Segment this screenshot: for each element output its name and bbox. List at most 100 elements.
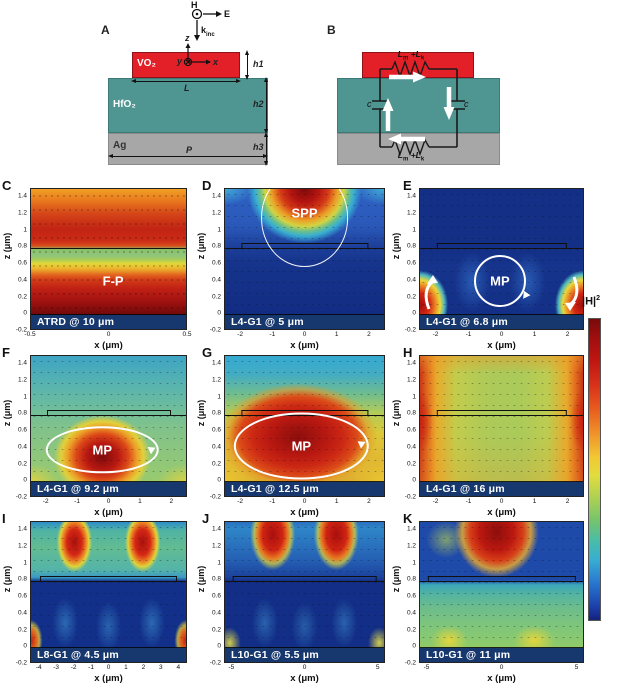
x-tick-label: -2 — [70, 664, 77, 671]
x-axis-ticks: -2 -1 0 1 2 — [224, 498, 385, 507]
k-label-base: k — [201, 25, 207, 35]
inductor-l2-sub: k — [420, 55, 425, 62]
ag-layer — [108, 133, 268, 165]
z-axis-label: z — [185, 33, 190, 43]
y-tick-label: 1 — [412, 559, 416, 567]
ground-line — [420, 314, 583, 315]
y-tick-label: 1.2 — [406, 542, 416, 550]
x-axis-ticks: -0.5 0 0.5 — [24, 331, 191, 340]
y-tick-label: 0.4 — [17, 276, 27, 284]
x-axis-label: x (μm) — [290, 507, 319, 518]
y-tick-label: 1 — [412, 226, 416, 234]
field-map-panel: J z (μm) 1.4 1.2 1 0.8 0.6 0.4 0.2 0 -0.2 L10-G1… — [196, 511, 385, 686]
panel-letter: I — [2, 511, 6, 526]
x-tick-label: 2 — [141, 664, 146, 671]
y-tick-label: 1.2 — [406, 209, 416, 217]
y-tick-label: 1.4 — [17, 359, 27, 367]
ground-line — [225, 481, 384, 482]
y-tick-label: 0.8 — [17, 409, 27, 417]
y-tick-label: 1 — [217, 393, 221, 401]
y-tick-label: 1.2 — [17, 209, 27, 217]
field-map-plot: MP L4-G1 @ 12.5 μm — [224, 355, 385, 497]
vo2-patch-outline — [436, 410, 567, 415]
x-tick-label: 0 — [499, 331, 504, 338]
hfo2-layer-b — [337, 78, 500, 133]
vo2-patch-outline — [436, 243, 567, 248]
interface-line — [420, 247, 583, 250]
y-axis-label: z (μm) — [196, 565, 206, 593]
y-tick-label: 0 — [412, 642, 416, 650]
x-axis-label: x (μm) — [487, 507, 516, 518]
k-label-sub: inc — [206, 31, 215, 38]
y-tick-label: 0.4 — [406, 609, 416, 617]
y-tick-label: 0.6 — [211, 426, 221, 434]
y-tick-label: 0.2 — [406, 626, 416, 634]
field-map-plot: L10-G1 @ 5.5 μm — [224, 521, 385, 663]
x-axis-label: x (μm) — [290, 673, 319, 684]
panel-letter: C — [2, 178, 12, 193]
inductor-l2: L — [415, 49, 421, 59]
y-tick-label: 0.4 — [406, 443, 416, 451]
substrate-band: L4-G1 @ 16 μm — [420, 482, 583, 496]
y-tick-label: 0.2 — [211, 626, 221, 634]
field-map-panel: D z (μm) 1.4 1.2 1 0.8 0.6 0.4 0.2 0 -0.2 SPP L4… — [196, 178, 385, 353]
y-tick-label: 0.2 — [17, 626, 27, 634]
x-tick-label: 0 — [106, 331, 111, 338]
panel-letter: E — [403, 178, 412, 193]
field-vector-arrows — [225, 522, 384, 646]
y-tick-label: 0.8 — [211, 409, 221, 417]
top-inductor-label: Lm +Lk — [398, 49, 424, 62]
field-heatmap — [31, 189, 186, 315]
x-tick-label: -1 — [269, 331, 276, 338]
y-tick-label: -0.2 — [404, 326, 416, 334]
x-tick-label: 0 — [302, 664, 307, 671]
field-heatmap — [420, 356, 583, 482]
x-tick-label: 2 — [565, 498, 570, 505]
ground-line — [31, 314, 186, 315]
x-axis-ticks: -2 -1 0 1 2 — [419, 498, 584, 507]
y-tick-label: 0.8 — [406, 575, 416, 583]
y-tick-label: 1 — [217, 226, 221, 234]
interface-line — [31, 414, 186, 417]
x-tick-label: 2 — [169, 498, 174, 505]
panel-caption: L4-G1 @ 5 μm — [231, 316, 304, 328]
x-tick-label: 0 — [302, 498, 307, 505]
vo2-patch-outline — [232, 576, 377, 581]
inductor-plus: + — [410, 49, 416, 59]
h1-dimension-arrow — [244, 50, 249, 80]
interface-line — [31, 580, 186, 583]
x-tick-label: 0 — [106, 498, 111, 505]
x-axis-label: x (μm) — [290, 340, 319, 351]
h2-dimension-arrow — [263, 77, 268, 134]
vo2-patch-outline — [427, 576, 576, 581]
y-tick-label: 1.4 — [406, 192, 416, 200]
x-tick-label: -2 — [42, 498, 49, 505]
mode-annotation: MP — [291, 438, 312, 454]
y-tick-label: 0.4 — [211, 609, 221, 617]
substrate-band: L8-G1 @ 4.5 μm — [31, 648, 186, 662]
y-tick-label: 1 — [412, 393, 416, 401]
lc-circuit-diagram — [372, 59, 465, 157]
field-heatmap — [31, 522, 186, 648]
field-map-plot: L4-G1 @ 16 μm — [419, 355, 584, 497]
y-tick-label: 0 — [23, 309, 27, 317]
y-tick-label: -0.2 — [15, 493, 27, 501]
y-tick-label: 0.2 — [406, 460, 416, 468]
x-axis-label: x (μm) — [94, 340, 123, 351]
y-tick-label: 0.6 — [17, 426, 27, 434]
y-tick-label: 0.6 — [406, 426, 416, 434]
field-heatmap — [225, 522, 384, 648]
ground-line — [420, 481, 583, 482]
y-axis-label: z (μm) — [391, 399, 401, 427]
y-tick-label: 0 — [217, 309, 221, 317]
y-tick-label: -0.2 — [404, 659, 416, 667]
x-tick-label: -0.5 — [24, 331, 36, 338]
panel-letter: J — [202, 511, 210, 526]
hfo2-layer — [108, 78, 268, 133]
field-map-panel: I z (μm) 1.4 1.2 1 0.8 0.6 0.4 0.2 0 -0.2 L8-G1 … — [2, 511, 187, 686]
y-tick-label: 0.4 — [211, 276, 221, 284]
colorbar — [588, 318, 601, 621]
x-tick-label: 0.5 — [182, 331, 192, 338]
y-tick-label: -0.2 — [404, 493, 416, 501]
y-tick-label: 0.6 — [406, 259, 416, 267]
